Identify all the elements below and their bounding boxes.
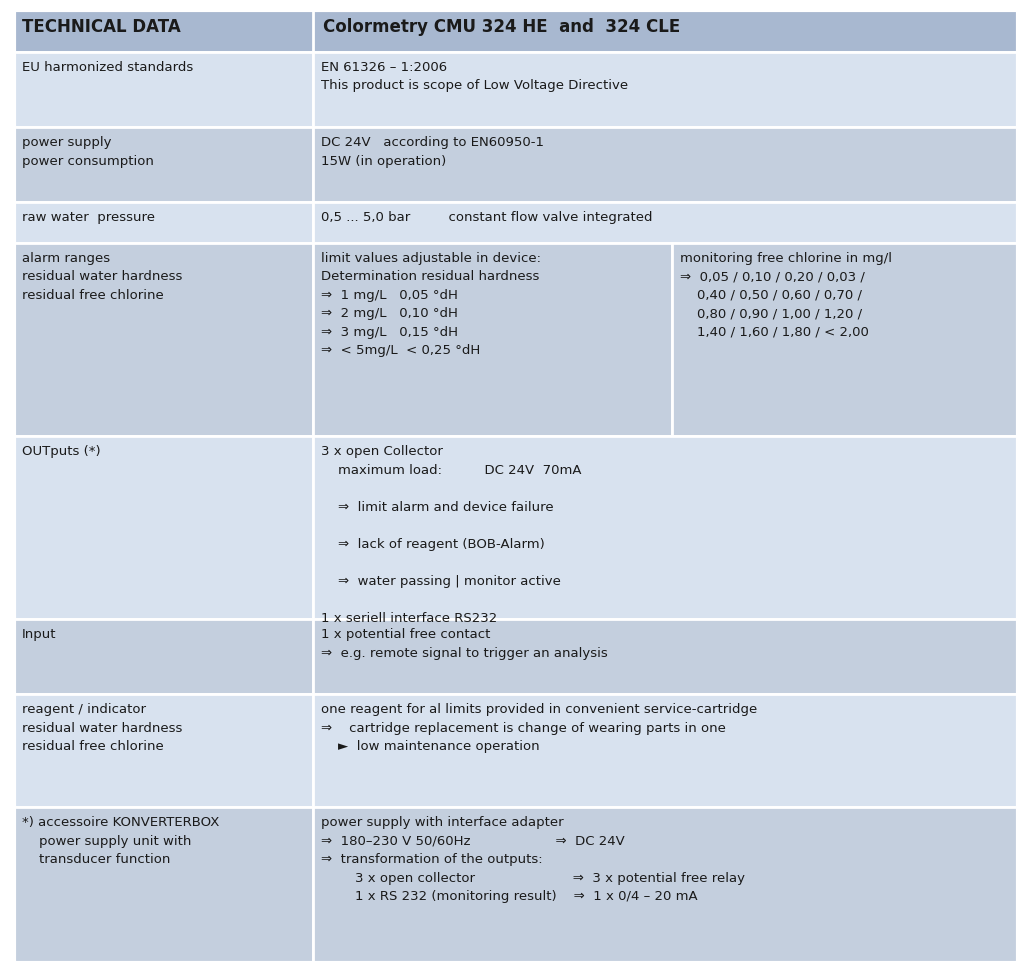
Bar xyxy=(14,243,313,436)
Bar xyxy=(313,127,1018,202)
Bar xyxy=(14,10,1018,52)
Text: 3 x open Collector
    maximum load:          DC 24V  70mA

    ⇒  limit alarm a: 3 x open Collector maximum load: DC 24V … xyxy=(321,446,582,625)
Text: reagent / indicator
residual water hardness
residual free chlorine: reagent / indicator residual water hardn… xyxy=(22,703,183,753)
Bar xyxy=(14,202,313,243)
Text: Colormetry CMU 324 HE  and  324 CLE: Colormetry CMU 324 HE and 324 CLE xyxy=(323,18,680,36)
Bar xyxy=(313,695,1018,808)
Text: alarm ranges
residual water hardness
residual free chlorine: alarm ranges residual water hardness res… xyxy=(22,252,183,302)
Bar xyxy=(14,52,313,127)
Text: DC 24V   according to EN60950-1
15W (in operation): DC 24V according to EN60950-1 15W (in op… xyxy=(321,136,544,167)
Text: OUTputs (*): OUTputs (*) xyxy=(22,446,101,458)
Text: 0,5 ... 5,0 bar         constant flow valve integrated: 0,5 ... 5,0 bar constant flow valve inte… xyxy=(321,211,652,225)
Bar xyxy=(672,243,1018,436)
Bar xyxy=(313,808,1018,963)
Text: EU harmonized standards: EU harmonized standards xyxy=(22,61,193,74)
Text: power supply with interface adapter
⇒  180–230 V 50/60Hz                    ⇒  D: power supply with interface adapter ⇒ 18… xyxy=(321,816,745,903)
Bar xyxy=(14,808,313,963)
Text: EN 61326 – 1:2006
This product is scope of Low Voltage Directive: EN 61326 – 1:2006 This product is scope … xyxy=(321,61,628,92)
Text: 1 x potential free contact
⇒  e.g. remote signal to trigger an analysis: 1 x potential free contact ⇒ e.g. remote… xyxy=(321,628,608,660)
Bar xyxy=(14,127,313,202)
Text: Input: Input xyxy=(22,628,57,641)
Text: TECHNICAL DATA: TECHNICAL DATA xyxy=(22,18,181,36)
Bar xyxy=(313,243,672,436)
Bar xyxy=(313,52,1018,127)
Text: *) accessoire KONVERTERBOX
    power supply unit with
    transducer function: *) accessoire KONVERTERBOX power supply … xyxy=(22,816,220,866)
Bar xyxy=(313,436,1018,619)
Text: raw water  pressure: raw water pressure xyxy=(22,211,155,225)
Bar xyxy=(14,695,313,808)
Text: one reagent for al limits provided in convenient service-cartridge
⇒    cartridg: one reagent for al limits provided in co… xyxy=(321,703,757,753)
Text: limit values adjustable in device:
Determination residual hardness
⇒  1 mg/L   0: limit values adjustable in device: Deter… xyxy=(321,252,541,357)
Bar xyxy=(313,619,1018,695)
Text: power supply
power consumption: power supply power consumption xyxy=(22,136,154,167)
Bar xyxy=(313,202,1018,243)
Bar xyxy=(14,436,313,619)
Bar xyxy=(313,10,1018,52)
Bar xyxy=(14,619,313,695)
Text: monitoring free chlorine in mg/l
⇒  0,05 / 0,10 / 0,20 / 0,03 /
    0,40 / 0,50 : monitoring free chlorine in mg/l ⇒ 0,05 … xyxy=(680,252,892,339)
